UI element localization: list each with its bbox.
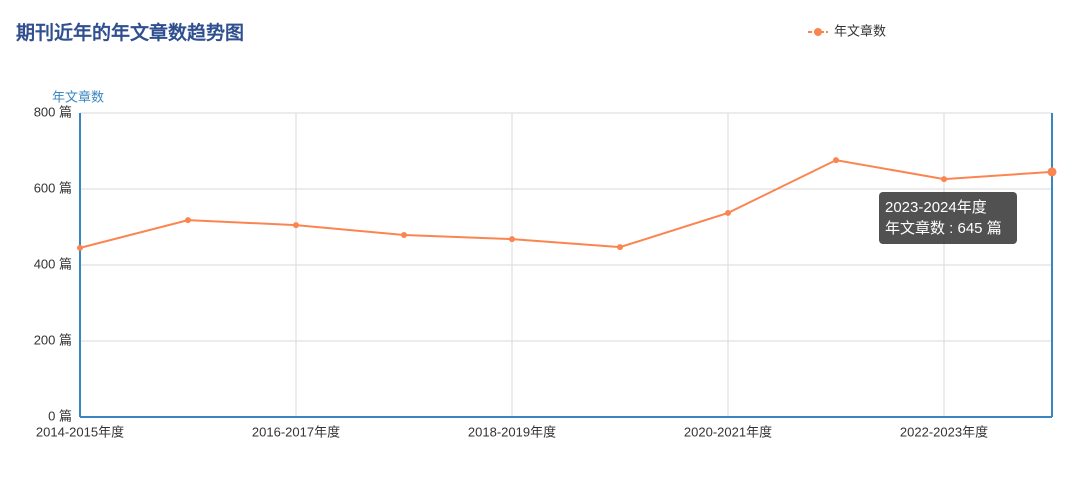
data-point xyxy=(77,244,83,251)
y-tick-label: 400 篇 xyxy=(34,256,72,271)
tooltip-title: 2023-2024年度 xyxy=(885,199,987,216)
data-point xyxy=(617,244,623,251)
x-tick-label: 2018-2019年度 xyxy=(468,424,556,439)
data-point xyxy=(725,209,731,216)
legend-label: 年文章数 xyxy=(834,23,886,38)
tooltip-box xyxy=(879,192,1017,244)
data-point xyxy=(1047,167,1057,177)
data-point xyxy=(833,157,839,164)
y-axis-label: 年文章数 xyxy=(52,89,104,104)
data-point xyxy=(509,236,515,243)
y-tick-label: 600 篇 xyxy=(34,180,72,195)
x-tick-label: 2022-2023年度 xyxy=(900,424,988,439)
y-tick-label: 0 篇 xyxy=(48,408,72,423)
legend-marker xyxy=(814,28,822,36)
data-point xyxy=(185,217,191,224)
x-tick-label: 2020-2021年度 xyxy=(684,424,772,439)
chart-title: 期刊近年的年文章数趋势图 xyxy=(16,21,244,44)
y-tick-label: 800 篇 xyxy=(34,104,72,119)
x-tick-label: 2014-2015年度 xyxy=(36,424,124,439)
x-tick-label: 2016-2017年度 xyxy=(252,424,340,439)
series-line xyxy=(79,159,1053,249)
y-tick-label: 200 篇 xyxy=(34,332,72,347)
data-point xyxy=(293,222,299,229)
data-point xyxy=(941,176,947,183)
tooltip-label: 年文章数 : 645 篇 xyxy=(885,219,1002,237)
data-point xyxy=(401,231,407,238)
